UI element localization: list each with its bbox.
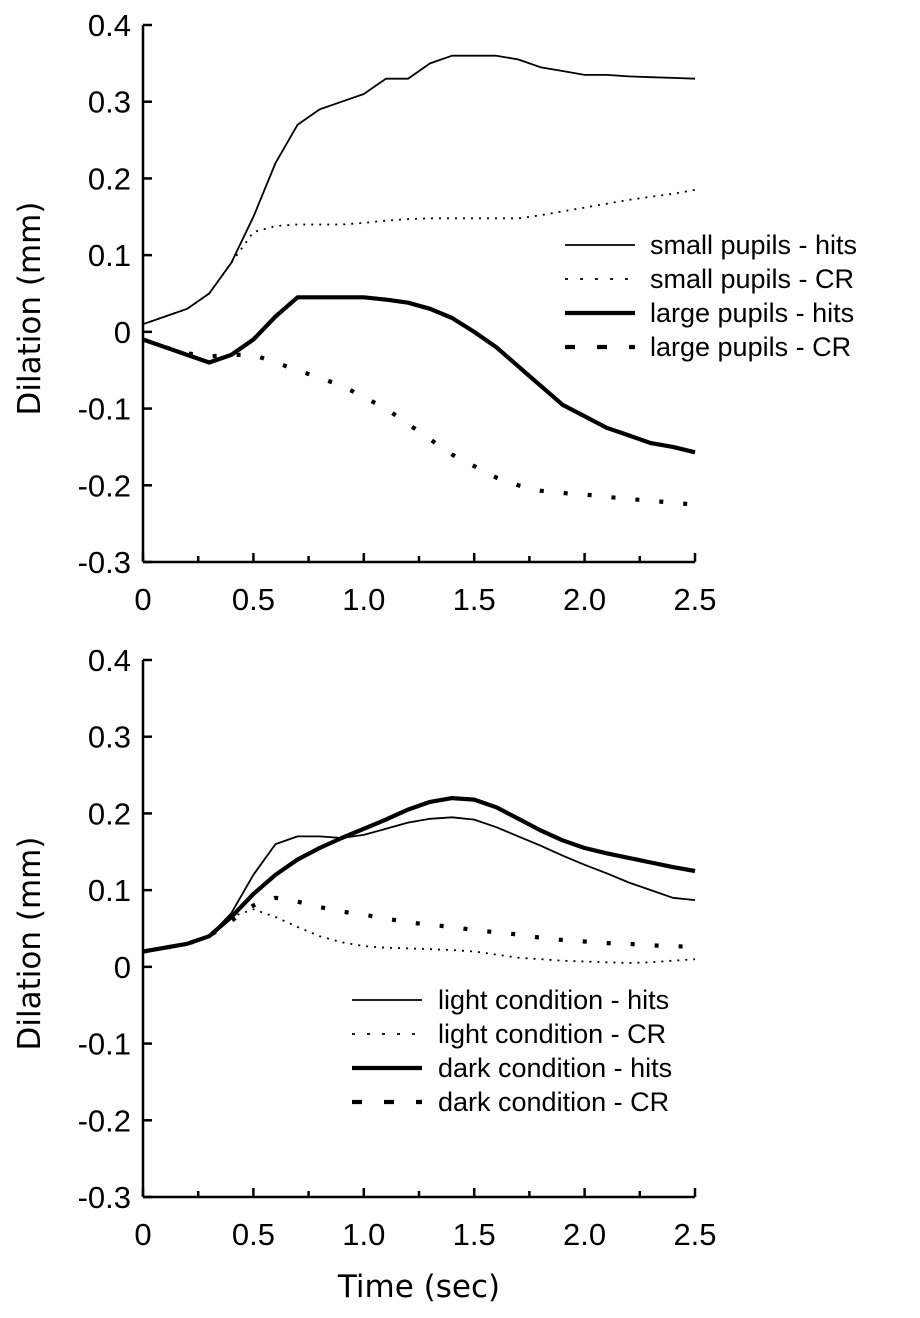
y-tick-label: 0 [114,950,131,985]
legend-label: large pupils - hits [650,298,854,328]
legend-label: dark condition - hits [438,1053,672,1083]
legend: light condition - hits light condition - … [352,985,672,1117]
y-tick-label: -0.2 [78,1103,131,1138]
y-tick-label: 0.4 [88,643,131,678]
y-tick-label: 0.1 [88,873,131,908]
legend-label: small pupils - CR [650,264,854,294]
series-line-3 [142,295,696,455]
x-tick-label: 1.5 [453,582,496,617]
chart-panel-2: -0.3 -0.2 -0.1 0 0.1 0.2 0.3 0.4 0 0.5 1.0 1.5 2.0 2.… [12,643,717,1305]
series-line-1 [142,816,696,953]
legend-label: large pupils - CR [650,332,851,362]
legend: small pupils - hits small pupils - CR larg… [565,230,857,362]
y-tick-label: 0.2 [88,161,131,196]
y-axis-title: Dilation (mm) [12,202,48,416]
y-tick-label: -0.3 [78,545,131,580]
legend-label: dark condition - CR [438,1087,669,1117]
x-tick-label: 0 [134,1217,151,1252]
x-tick-label: 1.5 [453,1217,496,1252]
y-tick-label: 0.4 [88,8,131,43]
series-line-4 [142,895,696,954]
legend-label: light condition - hits [438,985,669,1015]
y-tick-label: -0.1 [78,1027,131,1062]
x-tick-label: 1.0 [342,582,385,617]
legend-label: light condition - CR [438,1019,666,1049]
y-tick-label: -0.1 [78,392,131,427]
series-line-3 [142,795,696,954]
y-tick-label: -0.2 [78,468,131,503]
chart-panel-1: -0.3 -0.2 -0.1 0 0.1 0.2 0.3 0.4 0 0.5 1.0 1.5 2.0 2.… [12,8,857,617]
y-tick-label: 0.2 [88,796,131,831]
x-tick-label: 2.0 [563,582,606,617]
y-tick-label: 0.1 [88,238,131,273]
series-line-1 [142,54,696,326]
x-tick-label: 0 [134,582,151,617]
legend-label: small pupils - hits [650,230,857,260]
series-line-4 [142,337,696,507]
x-tick-label: 2.5 [673,1217,716,1252]
x-axis-title: Time (sec) [337,1269,500,1305]
y-axis-title: Dilation (mm) [12,837,48,1051]
y-tick-label: 0.3 [88,720,131,755]
x-tick-label: 1.0 [342,1217,385,1252]
x-tick-label: 2.0 [563,1217,606,1252]
y-tick-label: 0.3 [88,85,131,120]
x-tick-label: 2.5 [673,582,716,617]
series-line-2 [142,908,696,964]
y-tick-label: 0 [114,315,131,350]
x-tick-label: 0.5 [232,582,275,617]
y-tick-label: -0.3 [78,1180,131,1215]
x-tick-label: 0.5 [232,1217,275,1252]
